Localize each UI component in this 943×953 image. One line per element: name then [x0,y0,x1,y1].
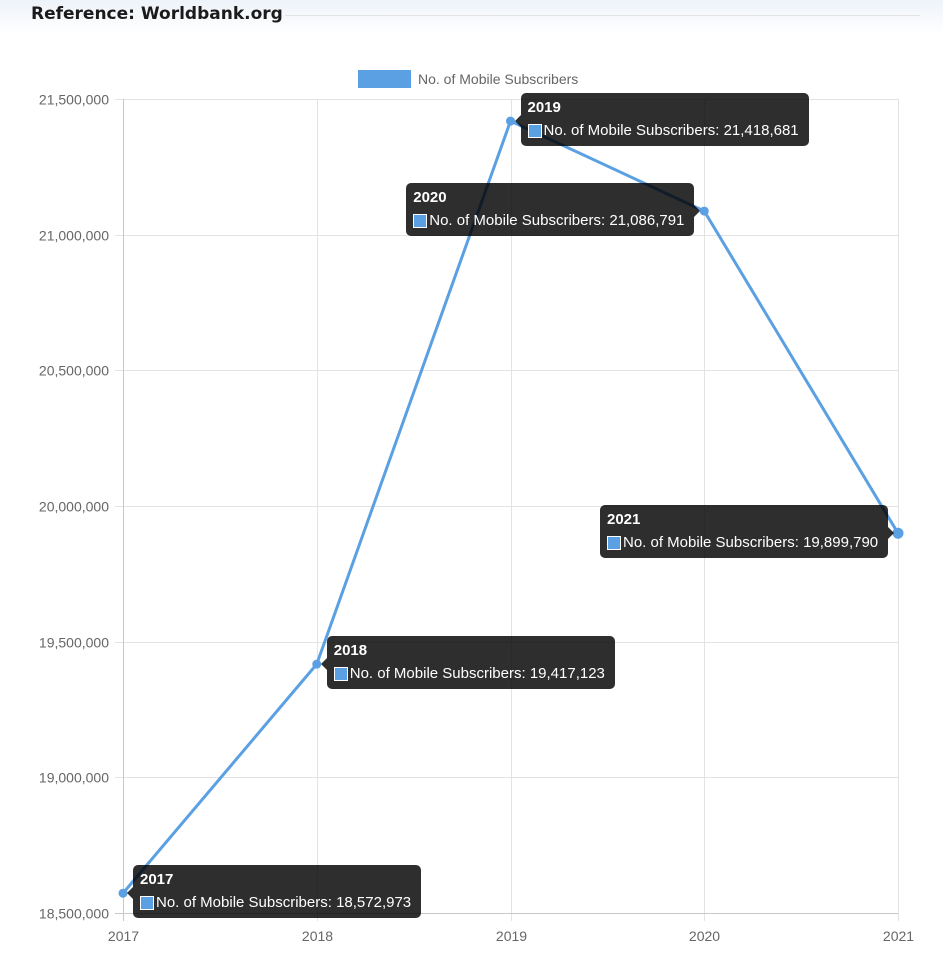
y-tick-label: 20,500,000 [39,363,109,379]
tooltip-title: 2018 [333,642,368,660]
top-band [0,0,943,34]
reference-label: Reference: Worldbank.org [31,4,283,24]
data-point[interactable] [118,888,128,898]
tooltip-label: No. of Mobile Subscribers: 19,899,790 [623,534,879,552]
tooltip-title: 2021 [607,511,641,529]
tooltip-row: No. of Mobile Subscribers: 21,086,791 [413,212,687,230]
tooltip: 2021 No. of Mobile Subscribers: 19,899,79… [600,505,894,559]
tooltip-caret [514,115,521,128]
tooltip-color-swatch [333,667,348,682]
data-point[interactable] [892,527,904,539]
legend-label[interactable]: No. of Mobile Subscribers [418,71,578,87]
y-tick-label: 20,000,000 [39,499,109,515]
y-tick-label: 19,000,000 [39,770,109,786]
tooltip-label: No. of Mobile Subscribers: 21,418,681 [543,122,799,140]
tooltip-color-swatch [527,124,542,139]
axes: 18,500,000 19,000,000 19,500,000 20,000,000… [39,92,914,945]
tooltip-row: No. of Mobile Subscribers: 19,417,123 [333,665,608,683]
tooltip-caret [320,658,327,671]
tooltip-title: 2020 [413,189,447,207]
tooltip-color-swatch [607,536,621,551]
tooltip-title: 2017 [140,871,174,889]
y-tick-label: 21,500,000 [39,92,109,108]
legend[interactable]: No. of Mobile Subscribers [358,70,578,88]
x-tick-label: 2021 [883,928,914,944]
tooltip-label: No. of Mobile Subscribers: 19,417,123 [349,665,605,683]
tooltip-row: No. of Mobile Subscribers: 19,899,790 [607,534,881,552]
x-tick-label: 2019 [496,928,527,944]
tooltip-caret [888,527,894,540]
tooltip-label: No. of Mobile Subscribers: 18,572,973 [156,894,412,912]
y-tick-label: 18,500,000 [39,906,109,922]
tooltip-color-swatch [140,896,154,911]
y-tick-label: 21,000,000 [39,228,109,244]
x-tick-label: 2020 [689,928,720,944]
tooltip-label: No. of Mobile Subscribers: 21,086,791 [429,212,685,230]
tooltip-caret [127,887,133,900]
tooltip-title: 2019 [527,99,561,117]
data-point[interactable] [312,659,322,669]
tooltip-row: No. of Mobile Subscribers: 21,418,681 [527,122,802,140]
tooltip-color-swatch [413,214,428,229]
series-layer [118,116,904,898]
tooltip: 2019 No. of Mobile Subscribers: 21,418,68… [514,93,809,147]
y-tick-label: 19,500,000 [39,635,109,651]
tooltip: 2020 No. of Mobile Subscribers: 21,086,79… [406,183,701,237]
reference-divider [285,15,920,16]
data-point[interactable] [699,206,709,216]
tooltip-caret [694,205,701,218]
x-tick-label: 2018 [302,928,333,944]
data-point[interactable] [506,116,515,126]
tooltip-row: No. of Mobile Subscribers: 18,572,973 [140,894,414,912]
tooltip: 2017 No. of Mobile Subscribers: 18,572,97… [127,865,421,919]
tooltip: 2018 No. of Mobile Subscribers: 19,417,12… [320,636,615,690]
legend-swatch[interactable] [358,70,411,88]
x-tick-label: 2017 [108,928,139,944]
